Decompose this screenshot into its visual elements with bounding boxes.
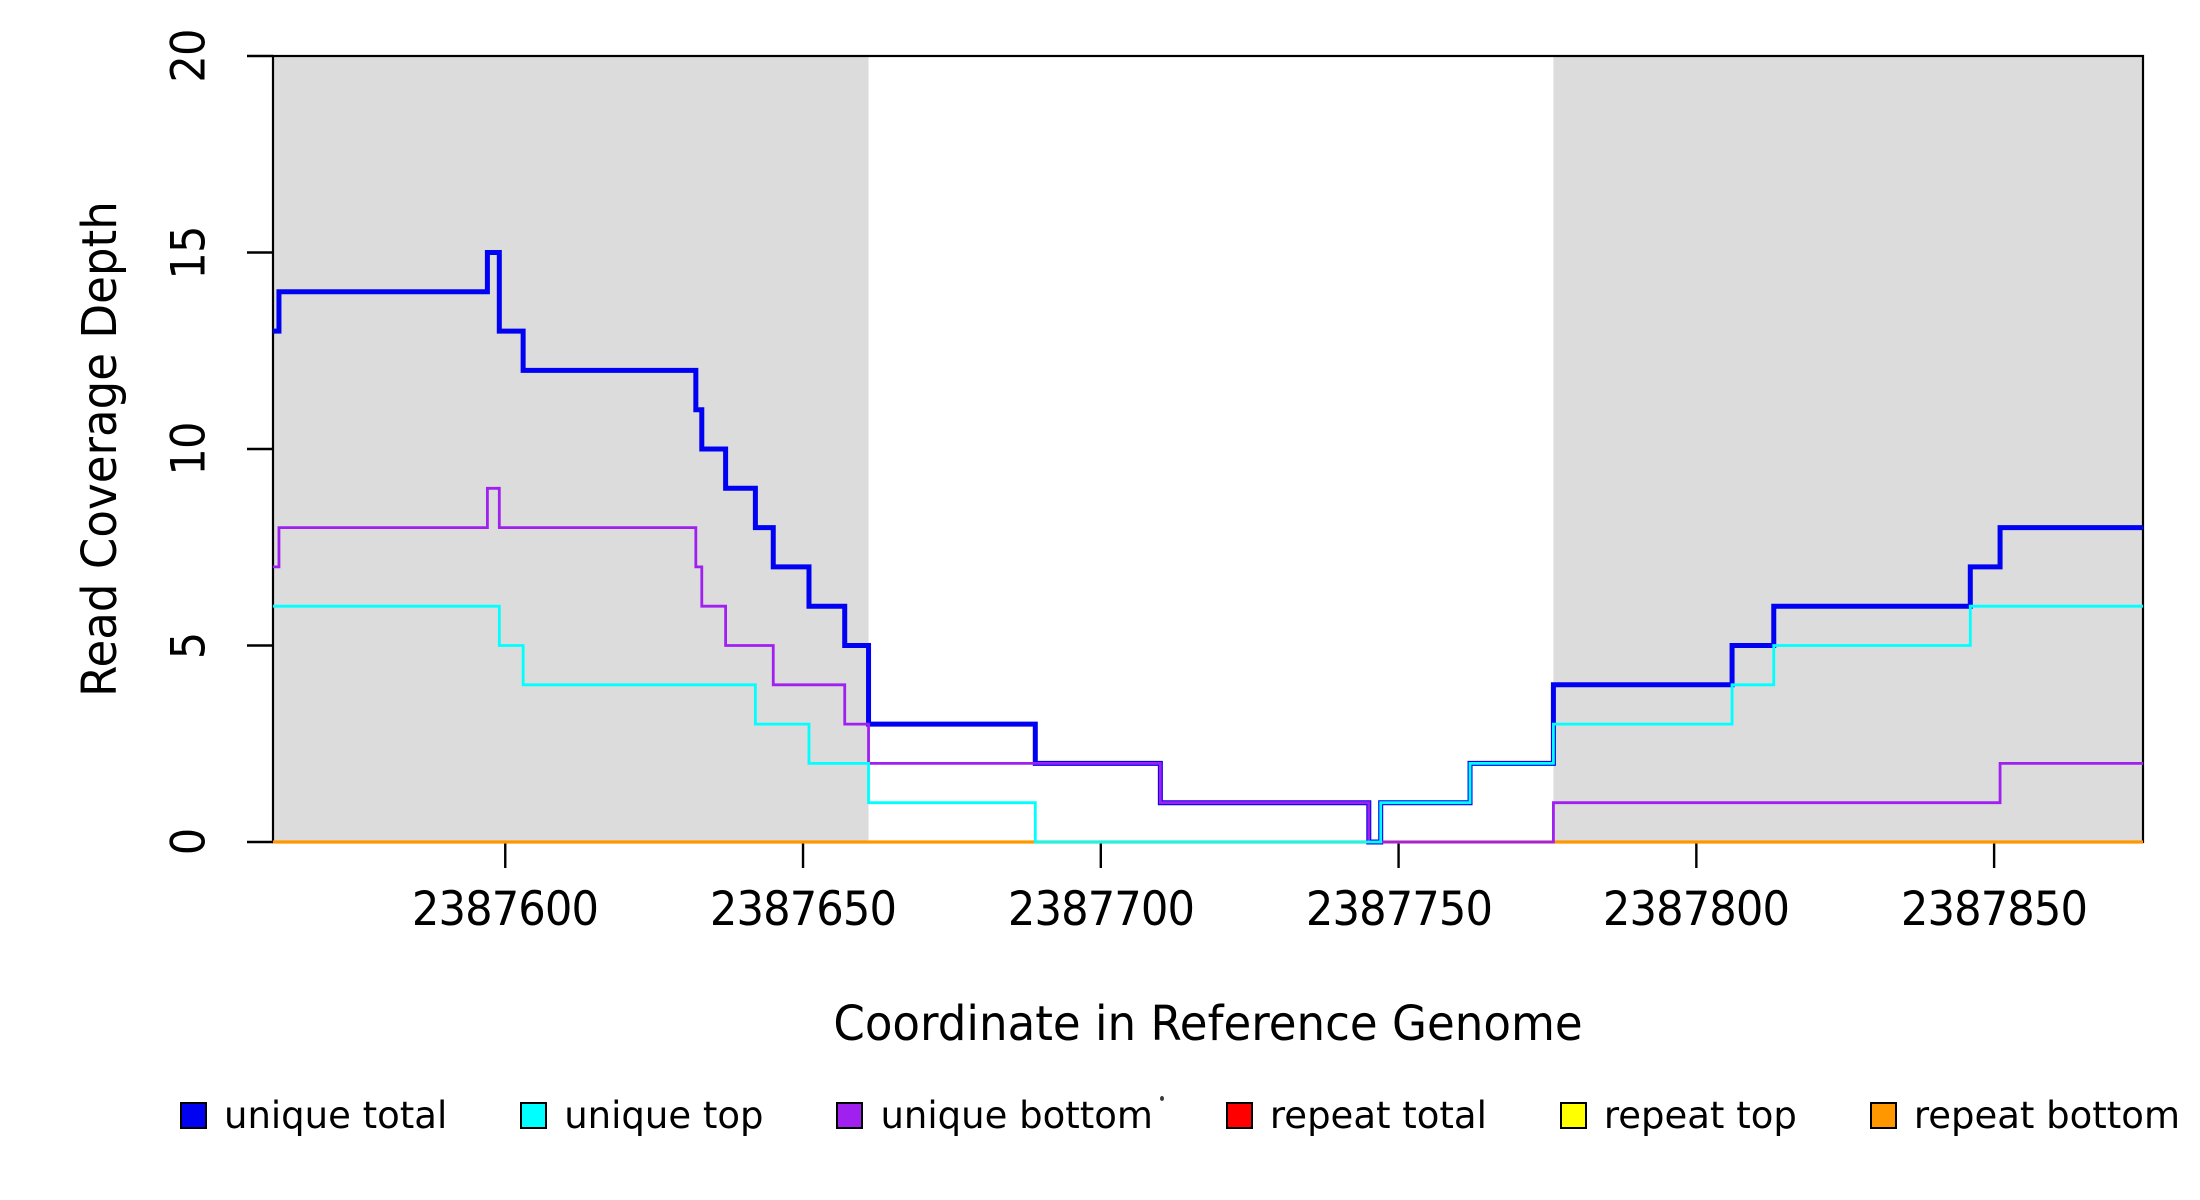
series-unique-total-line (273, 250, 2143, 845)
legend-swatch-icon (1225, 1102, 1253, 1129)
legend-item-unique-bottom: unique bottom (836, 1094, 1153, 1137)
shaded-region-1 (273, 56, 869, 842)
legend-swatch-icon (180, 1102, 207, 1129)
series-unique-top-line (273, 604, 2143, 844)
legend-label: unique total (224, 1094, 448, 1137)
legend-item-repeat-top: repeat top (1559, 1094, 1797, 1137)
shaded-region-2 (1553, 56, 2143, 842)
legend-label: repeat top (1603, 1094, 1797, 1137)
legend-item-unique-top: unique top (520, 1094, 764, 1137)
legend-swatch-icon (1869, 1102, 1897, 1129)
legend-label: unique top (564, 1094, 764, 1137)
legend-item-repeat-total: repeat total (1225, 1094, 1487, 1137)
series-unique-bottom-line (273, 486, 2143, 844)
legend-swatch-icon (1559, 1102, 1587, 1129)
legend-label: repeat total (1269, 1094, 1487, 1137)
legend-swatch-icon (836, 1102, 864, 1129)
legend-item-unique-total: unique total (180, 1094, 447, 1137)
legend-swatch-icon (520, 1102, 548, 1129)
legend-label: repeat bottom (1913, 1094, 2180, 1137)
legend: unique total unique top unique bottom repea… (180, 1094, 2180, 1137)
legend-item-repeat-bottom: repeat bottom (1869, 1094, 2180, 1137)
legend-label: unique bottom (880, 1094, 1153, 1137)
stray-mark (1160, 1096, 1164, 1101)
